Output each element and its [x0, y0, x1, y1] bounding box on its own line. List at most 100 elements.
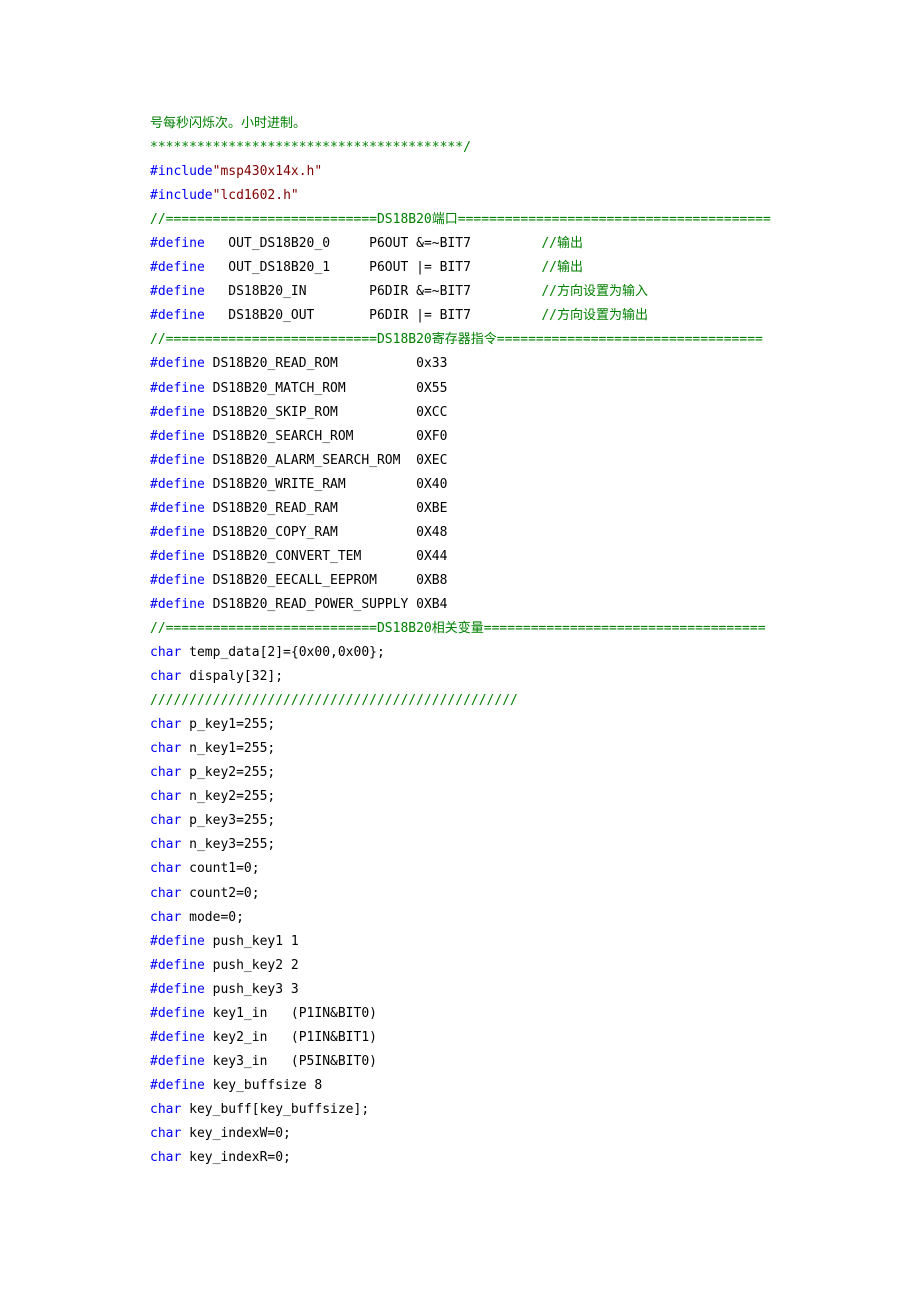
- code-token: push_key3 3: [205, 982, 299, 997]
- code-token: char: [150, 741, 181, 756]
- code-line-1: ****************************************…: [150, 136, 770, 160]
- code-token: n_key2=255;: [181, 789, 275, 804]
- code-line-33: char mode=0;: [150, 906, 770, 930]
- code-token: n_key3=255;: [181, 837, 275, 852]
- code-line-29: char p_key3=255;: [150, 809, 770, 833]
- code-token: char: [150, 765, 181, 780]
- code-token: OUT_DS18B20_0 P6OUT &=~BIT7: [205, 236, 542, 251]
- code-token: p_key3=255;: [181, 813, 275, 828]
- code-token: #define: [150, 1078, 205, 1093]
- code-token: #define: [150, 597, 205, 612]
- code-token: char: [150, 717, 181, 732]
- code-token: #define: [150, 453, 205, 468]
- code-token: push_key1 1: [205, 934, 299, 949]
- code-block: 号每秒闪烁次。小时进制。 ****************************…: [150, 112, 770, 1170]
- code-token: key_buff[key_buffsize];: [181, 1102, 369, 1117]
- code-token: #define: [150, 958, 205, 973]
- code-line-25: char p_key1=255;: [150, 713, 770, 737]
- code-token: mode=0;: [181, 910, 244, 925]
- code-line-14: #define DS18B20_ALARM_SEARCH_ROM 0XEC: [150, 449, 770, 473]
- code-token: DS18B20_EECALL_EEPROM 0XB8: [205, 573, 448, 588]
- code-line-20: #define DS18B20_READ_POWER_SUPPLY 0XB4: [150, 593, 770, 617]
- code-token: DS18B20_WRITE_RAM 0X40: [205, 477, 448, 492]
- code-token: #define: [150, 381, 205, 396]
- code-token: char: [150, 645, 181, 660]
- code-token: #define: [150, 573, 205, 588]
- code-token: p_key2=255;: [181, 765, 275, 780]
- code-line-17: #define DS18B20_COPY_RAM 0X48: [150, 521, 770, 545]
- code-line-27: char p_key2=255;: [150, 761, 770, 785]
- code-line-6: #define OUT_DS18B20_1 P6OUT |= BIT7 //输出: [150, 256, 770, 280]
- code-token: #define: [150, 934, 205, 949]
- code-line-30: char n_key3=255;: [150, 833, 770, 857]
- code-token: #include: [150, 188, 213, 203]
- code-line-32: char count2=0;: [150, 882, 770, 906]
- document-page: 号每秒闪烁次。小时进制。 ****************************…: [0, 0, 920, 1302]
- code-line-23: char dispaly[32];: [150, 665, 770, 689]
- code-line-24: ////////////////////////////////////////…: [150, 689, 770, 713]
- code-line-10: #define DS18B20_READ_ROM 0x33: [150, 352, 770, 376]
- code-line-42: char key_indexW=0;: [150, 1122, 770, 1146]
- code-line-13: #define DS18B20_SEARCH_ROM 0XF0: [150, 425, 770, 449]
- code-token: n_key1=255;: [181, 741, 275, 756]
- code-token: key3_in (P5IN&BIT0): [205, 1054, 377, 1069]
- code-line-31: char count1=0;: [150, 857, 770, 881]
- code-token: DS18B20_ALARM_SEARCH_ROM 0XEC: [205, 453, 448, 468]
- code-line-26: char n_key1=255;: [150, 737, 770, 761]
- code-token: DS18B20_IN P6DIR &=~BIT7: [205, 284, 542, 299]
- code-token: dispaly[32];: [181, 669, 283, 684]
- code-line-22: char temp_data[2]={0x00,0x00};: [150, 641, 770, 665]
- code-line-37: #define key1_in (P1IN&BIT0): [150, 1002, 770, 1026]
- code-token: #define: [150, 1006, 205, 1021]
- code-line-21: //===========================DS18B20相关变量…: [150, 617, 770, 641]
- code-line-12: #define DS18B20_SKIP_ROM 0XCC: [150, 401, 770, 425]
- code-token: char: [150, 1126, 181, 1141]
- code-token: DS18B20_READ_POWER_SUPPLY 0XB4: [205, 597, 448, 612]
- code-token: 号每秒闪烁次。小时进制。: [150, 116, 306, 131]
- code-token: #define: [150, 236, 205, 251]
- code-line-18: #define DS18B20_CONVERT_TEM 0X44: [150, 545, 770, 569]
- code-token: DS18B20_READ_RAM 0XBE: [205, 501, 448, 516]
- code-token: DS18B20_COPY_RAM 0X48: [205, 525, 448, 540]
- code-token: #include: [150, 164, 213, 179]
- code-line-35: #define push_key2 2: [150, 954, 770, 978]
- code-token: char: [150, 837, 181, 852]
- code-token: //输出: [541, 236, 583, 251]
- code-token: #define: [150, 501, 205, 516]
- code-token: #define: [150, 260, 205, 275]
- code-token: #define: [150, 1030, 205, 1045]
- code-token: #define: [150, 356, 205, 371]
- code-token: //===========================DS18B20端口==…: [150, 212, 771, 227]
- code-token: char: [150, 1102, 181, 1117]
- code-token: OUT_DS18B20_1 P6OUT |= BIT7: [205, 260, 542, 275]
- code-token: char: [150, 669, 181, 684]
- code-line-34: #define push_key1 1: [150, 930, 770, 954]
- code-token: key1_in (P1IN&BIT0): [205, 1006, 377, 1021]
- code-token: p_key1=255;: [181, 717, 275, 732]
- code-token: char: [150, 789, 181, 804]
- code-line-36: #define push_key3 3: [150, 978, 770, 1002]
- code-token: //方向设置为输出: [541, 308, 648, 323]
- code-token: DS18B20_MATCH_ROM 0X55: [205, 381, 448, 396]
- code-line-7: #define DS18B20_IN P6DIR &=~BIT7 //方向设置为…: [150, 280, 770, 304]
- code-token: count1=0;: [181, 861, 259, 876]
- code-line-43: char key_indexR=0;: [150, 1146, 770, 1170]
- code-token: DS18B20_SKIP_ROM 0XCC: [205, 405, 448, 420]
- code-line-11: #define DS18B20_MATCH_ROM 0X55: [150, 377, 770, 401]
- code-line-9: //===========================DS18B20寄存器指…: [150, 328, 770, 352]
- code-line-15: #define DS18B20_WRITE_RAM 0X40: [150, 473, 770, 497]
- code-token: #define: [150, 1054, 205, 1069]
- code-token: DS18B20_SEARCH_ROM 0XF0: [205, 429, 448, 444]
- code-line-41: char key_buff[key_buffsize];: [150, 1098, 770, 1122]
- code-token: ////////////////////////////////////////…: [150, 693, 518, 708]
- code-token: "msp430x14x.h": [213, 164, 323, 179]
- code-token: //===========================DS18B20寄存器指…: [150, 332, 763, 347]
- code-line-19: #define DS18B20_EECALL_EEPROM 0XB8: [150, 569, 770, 593]
- code-token: push_key2 2: [205, 958, 299, 973]
- code-line-8: #define DS18B20_OUT P6DIR |= BIT7 //方向设置…: [150, 304, 770, 328]
- code-token: #define: [150, 477, 205, 492]
- code-token: #define: [150, 549, 205, 564]
- code-token: "lcd1602.h": [213, 188, 299, 203]
- code-line-28: char n_key2=255;: [150, 785, 770, 809]
- code-line-40: #define key_buffsize 8: [150, 1074, 770, 1098]
